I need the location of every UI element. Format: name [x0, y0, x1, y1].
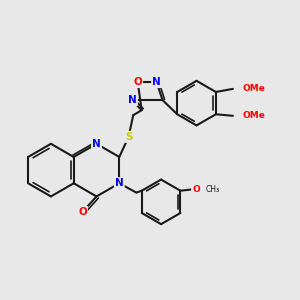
Text: N: N: [115, 178, 124, 188]
Text: OMe: OMe: [243, 84, 266, 93]
Text: N: N: [128, 95, 137, 105]
Text: S: S: [125, 132, 132, 142]
Text: OMe: OMe: [243, 111, 266, 120]
Text: N: N: [152, 77, 161, 87]
Text: N: N: [92, 139, 101, 149]
Text: O: O: [133, 77, 142, 87]
Text: O: O: [192, 185, 200, 194]
Text: CH₃: CH₃: [205, 185, 219, 194]
Text: O: O: [78, 207, 87, 217]
